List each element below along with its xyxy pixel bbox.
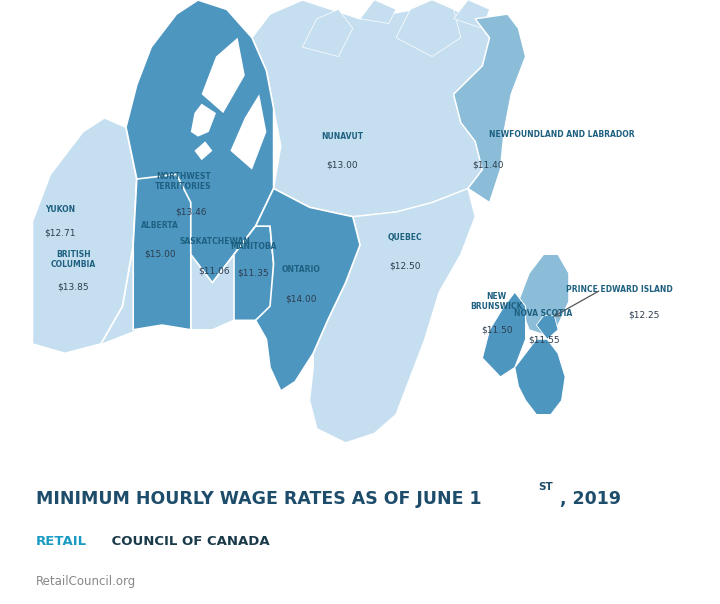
Text: SASKATCHEWAN: SASKATCHEWAN — [179, 237, 250, 246]
Text: YUKON: YUKON — [45, 205, 75, 214]
Polygon shape — [360, 0, 396, 24]
Text: NORTHWEST
TERRITORIES: NORTHWEST TERRITORIES — [156, 172, 212, 191]
Polygon shape — [396, 0, 461, 57]
Text: MANITOBA: MANITOBA — [230, 242, 276, 251]
Text: $12.71: $12.71 — [44, 228, 76, 237]
Text: $13.46: $13.46 — [175, 207, 207, 216]
Text: NEW
BRUNSWICK: NEW BRUNSWICK — [471, 292, 523, 312]
Text: , 2019: , 2019 — [560, 490, 621, 509]
Polygon shape — [310, 188, 475, 443]
Polygon shape — [194, 141, 212, 160]
Polygon shape — [518, 254, 569, 335]
Text: $11.06: $11.06 — [199, 266, 230, 275]
Polygon shape — [133, 175, 191, 330]
Text: QUEBEC: QUEBEC — [388, 233, 423, 242]
Text: ONTARIO: ONTARIO — [282, 265, 320, 274]
Polygon shape — [126, 0, 274, 330]
Polygon shape — [202, 37, 245, 113]
Polygon shape — [302, 10, 353, 57]
Polygon shape — [32, 118, 137, 353]
Text: $13.00: $13.00 — [326, 160, 358, 169]
Text: $15.00: $15.00 — [144, 249, 176, 259]
Polygon shape — [454, 0, 490, 28]
Polygon shape — [454, 14, 526, 202]
Polygon shape — [32, 0, 475, 443]
Text: ALBERTA: ALBERTA — [141, 222, 179, 231]
Text: $12.25: $12.25 — [629, 311, 660, 320]
Polygon shape — [230, 94, 266, 170]
Text: $11.40: $11.40 — [472, 160, 504, 169]
Text: ST: ST — [539, 483, 553, 492]
Polygon shape — [252, 0, 490, 217]
Text: NOVA SCOTIA: NOVA SCOTIA — [515, 309, 572, 318]
Polygon shape — [256, 188, 360, 391]
Text: $11.50: $11.50 — [481, 325, 513, 334]
Text: NEWFOUNDLAND AND LABRADOR: NEWFOUNDLAND AND LABRADOR — [489, 130, 634, 138]
Text: $13.85: $13.85 — [58, 283, 89, 292]
Polygon shape — [536, 316, 558, 339]
Text: NUNAVUT: NUNAVUT — [321, 132, 363, 141]
Text: MINIMUM HOURLY WAGE RATES AS OF JUNE 1: MINIMUM HOURLY WAGE RATES AS OF JUNE 1 — [36, 490, 482, 509]
Text: RETAIL: RETAIL — [36, 535, 87, 548]
Text: $11.35: $11.35 — [238, 269, 269, 278]
Polygon shape — [234, 226, 274, 320]
Polygon shape — [515, 339, 565, 414]
Text: $11.55: $11.55 — [528, 335, 559, 344]
Polygon shape — [482, 292, 526, 377]
Text: RetailCouncil.org: RetailCouncil.org — [36, 575, 136, 588]
Polygon shape — [32, 118, 137, 353]
Text: BRITISH
COLUMBIA: BRITISH COLUMBIA — [51, 249, 96, 269]
Text: $12.50: $12.50 — [390, 262, 421, 271]
Text: PRINCE EDWARD ISLAND: PRINCE EDWARD ISLAND — [566, 285, 672, 294]
Text: COUNCIL OF CANADA: COUNCIL OF CANADA — [107, 535, 269, 548]
Text: $14.00: $14.00 — [285, 294, 317, 303]
Polygon shape — [191, 226, 256, 330]
Polygon shape — [191, 104, 216, 137]
